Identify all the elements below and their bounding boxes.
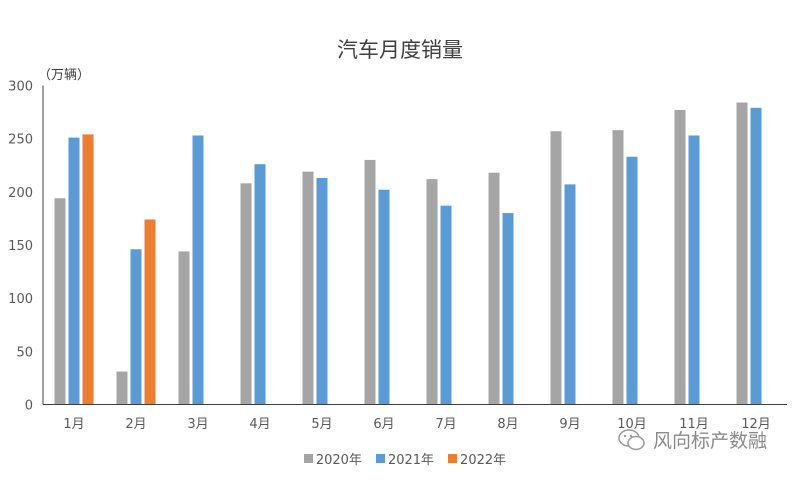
bar-2021年-8月 xyxy=(502,213,514,405)
x-tick-label: 6月 xyxy=(373,417,394,432)
legend-swatch xyxy=(303,454,313,463)
watermark-text: 风向标产数融 xyxy=(653,430,768,452)
bar-2021年-6月 xyxy=(378,189,390,405)
y-tick-label: 300 xyxy=(8,80,33,95)
bar-2020年-6月 xyxy=(364,159,376,405)
bar-2020年-2月 xyxy=(116,371,128,405)
x-tick-label: 4月 xyxy=(249,417,270,432)
bar-2020年-5月 xyxy=(302,171,314,405)
bar-2021年-10月 xyxy=(626,156,638,405)
bar-2020年-11月 xyxy=(674,109,686,405)
y-tick-label: 250 xyxy=(8,133,33,148)
y-tick-label: 100 xyxy=(8,292,33,307)
legend-item: 2021年 xyxy=(375,449,435,468)
bar-2021年-2月 xyxy=(130,249,142,405)
bar-2020年-1月 xyxy=(54,198,66,405)
bar-2020年-10月 xyxy=(612,130,624,405)
wechat-icon xyxy=(618,428,645,450)
bar-2021年-3月 xyxy=(192,135,204,405)
legend-swatch xyxy=(448,454,458,463)
bar-2021年-7月 xyxy=(440,205,452,405)
bar-2020年-3月 xyxy=(178,251,190,405)
bar-2020年-4月 xyxy=(240,183,252,405)
legend-swatch xyxy=(375,454,385,463)
x-tick-label: 12月 xyxy=(741,417,771,432)
legend-label: 2020年 xyxy=(315,453,362,468)
watermark: 风向标产数融 xyxy=(617,426,767,453)
legend-label: 2022年 xyxy=(460,453,507,468)
chart-title: 汽车月度销量 xyxy=(337,38,463,62)
bar-2020年-8月 xyxy=(488,172,500,405)
bar-2021年-9月 xyxy=(564,184,576,405)
legend: 2020年 2021年 2022年 xyxy=(0,449,800,468)
y-tick-label: 50 xyxy=(16,345,33,360)
bar-2020年-7月 xyxy=(426,179,438,405)
bar-2020年-12月 xyxy=(736,102,748,405)
y-tick-label: 200 xyxy=(8,186,33,201)
x-tick-label: 10月 xyxy=(617,417,647,432)
x-tick-label: 7月 xyxy=(435,417,456,432)
x-tick-label: 11月 xyxy=(679,417,709,432)
bar-2022年-1月 xyxy=(82,134,94,405)
x-tick-label: 3月 xyxy=(187,417,208,432)
x-tick-label: 1月 xyxy=(63,417,84,432)
y-tick-label: 0 xyxy=(25,399,33,414)
legend-label: 2021年 xyxy=(387,453,435,468)
bar-2021年-12月 xyxy=(750,107,762,405)
legend-item: 2022年 xyxy=(448,449,506,468)
y-tick-label: 150 xyxy=(8,239,33,254)
x-tick-label: 9月 xyxy=(559,417,580,432)
bar-2020年-9月 xyxy=(550,131,562,405)
x-tick-label: 8月 xyxy=(497,417,518,432)
bar-2021年-4月 xyxy=(254,164,266,405)
bar-2021年-1月 xyxy=(68,137,80,405)
legend-item: 2020年 xyxy=(303,449,362,468)
bar-2021年-5月 xyxy=(316,178,328,405)
bar-2022年-2月 xyxy=(144,219,156,405)
x-tick-label: 2月 xyxy=(125,417,146,432)
y-axis-unit: （万辆） xyxy=(38,68,91,83)
x-tick-label: 5月 xyxy=(311,417,332,432)
bar-2021年-11月 xyxy=(688,135,700,405)
